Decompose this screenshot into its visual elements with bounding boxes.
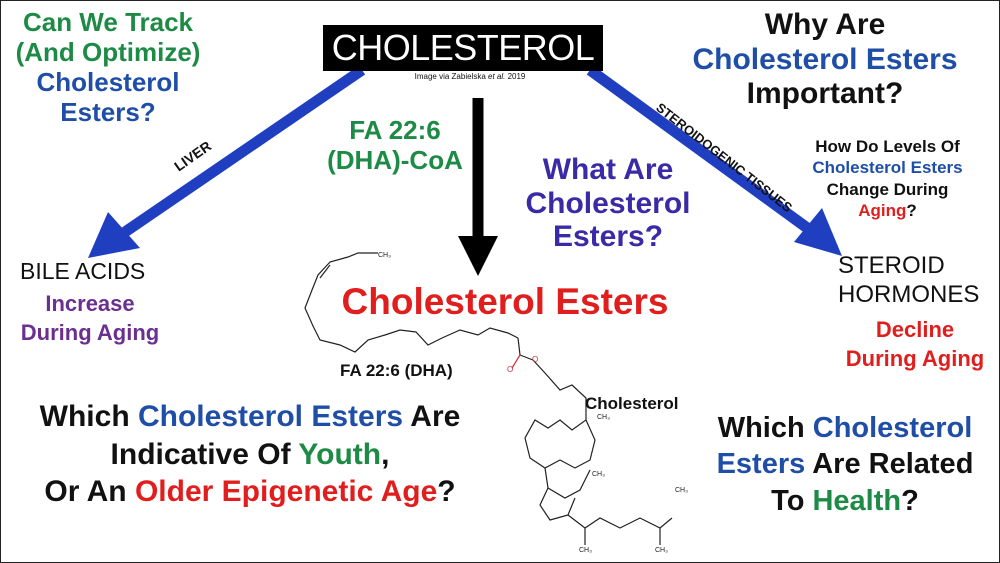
steroid-hormones-label: STEROID HORMONES [838, 252, 979, 310]
q-word: Are Related [805, 448, 974, 481]
q-word: Health [812, 484, 902, 517]
q-word: Which [717, 412, 813, 444]
q-word: Esters [716, 448, 806, 481]
track-question: Can We Track (And Optimize) Cholesterol … [0, 7, 216, 128]
why-line: Why Are [764, 8, 886, 41]
fa-coa-line: (DHA)-CoA [327, 144, 463, 175]
credit-etal: et al. [488, 72, 506, 81]
center-arrow [458, 98, 498, 276]
ch3-label: CH₃ [378, 252, 391, 259]
oxygen-label: O [507, 365, 513, 374]
q-word: Which [39, 400, 138, 433]
q-word: ? [901, 484, 919, 517]
q-word: Youth [298, 437, 382, 471]
what-are-question: What Are Cholesterol Esters? [508, 153, 708, 254]
track-line: Can We Track [22, 7, 194, 37]
q-word: Indicative Of [110, 437, 299, 471]
dha-molecule [304, 252, 673, 545]
why-line: Cholesterol Esters [692, 42, 958, 76]
image-credit: Image via Zabielska et al. 2019 [390, 72, 550, 81]
ch3-label: CH₃ [597, 414, 610, 421]
ch3-label: CH₃ [655, 547, 668, 554]
q-word: Or An [44, 475, 135, 508]
decline-line: During Aging [845, 345, 985, 371]
ch3-label: CH₃ [592, 471, 605, 478]
cholesterol-esters-label: Cholesterol Esters [341, 281, 669, 322]
q-word: To [771, 484, 813, 517]
ch3-label: CH₃ [579, 547, 592, 554]
why-line: Important? [746, 77, 904, 110]
q-word: Cholesterol Esters [137, 400, 404, 433]
steroid-line: STEROID [838, 252, 945, 279]
what-are-line: Cholesterol [525, 186, 691, 220]
liver-arrow [88, 65, 366, 258]
levels-qmark: ? [906, 200, 917, 220]
q-word: Cholesterol [812, 412, 973, 444]
bile-increase: Increase During Aging [0, 290, 180, 347]
fa-dha-label: FA 22:6 (DHA) [340, 361, 453, 380]
q-word: Are [403, 400, 461, 433]
steroidogenic-arrow [586, 65, 842, 256]
levels-question: How Do Levels Of Cholesterol Esters Chan… [800, 136, 975, 221]
ch3-label: CH₃ [675, 487, 688, 494]
steroid-line: HORMONES [838, 280, 980, 308]
cholesterol-structure-label: Cholesterol [585, 394, 679, 413]
levels-aging: Aging [858, 200, 907, 220]
track-line: Esters? [60, 96, 156, 127]
credit-text: Image via Zabielska [414, 72, 488, 81]
q-word: , [381, 437, 390, 471]
fa-coa-line: FA 22:6 [349, 115, 441, 145]
steroid-decline: Decline During Aging [830, 316, 1000, 373]
oxygen-label: O [532, 355, 538, 364]
what-are-line: What Are [542, 153, 674, 186]
fa-coa-label: FA 22:6 (DHA)-CoA [310, 115, 480, 176]
q-word: ? [437, 475, 456, 508]
levels-line: How Do Levels Of [815, 137, 960, 156]
track-line: (And Optimize) [15, 36, 201, 67]
cholesterol-title: CHOLESTEROL [323, 25, 603, 71]
bile-line: Increase [45, 291, 135, 316]
q-word: Older Epigenetic Age [134, 475, 438, 508]
track-line: Cholesterol [36, 66, 180, 97]
bile-acids-label: BILE ACIDS [20, 258, 146, 284]
what-are-line: Esters? [552, 220, 664, 254]
decline-line: Decline [875, 317, 955, 342]
health-question: Which Cholesterol Esters Are Related To … [700, 410, 990, 519]
levels-line: Change During [826, 179, 949, 199]
why-important-question: Why Are Cholesterol Esters Important? [660, 8, 990, 112]
bile-line: During Aging [20, 319, 160, 345]
credit-year: 2019 [505, 72, 526, 81]
levels-line: Cholesterol Esters [812, 158, 963, 178]
epigenetic-question: Which Cholesterol Esters Are Indicative … [0, 398, 500, 511]
